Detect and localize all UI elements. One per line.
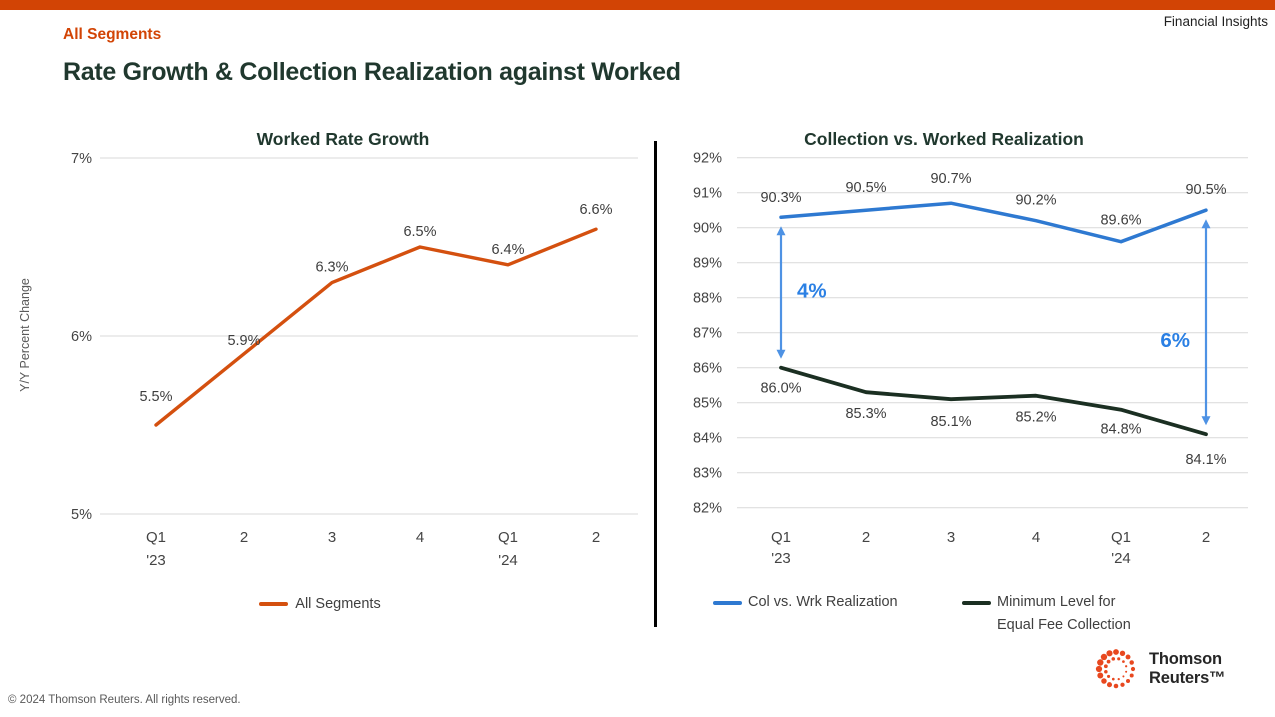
svg-text:85.2%: 85.2% bbox=[1015, 410, 1056, 426]
svg-text:82%: 82% bbox=[693, 501, 722, 517]
svg-text:6.6%: 6.6% bbox=[579, 202, 612, 218]
svg-text:2: 2 bbox=[592, 529, 600, 546]
svg-text:6.4%: 6.4% bbox=[491, 242, 524, 258]
legend-swatch-minimum-level bbox=[962, 601, 991, 605]
svg-text:86.0%: 86.0% bbox=[760, 381, 801, 397]
svg-text:5.5%: 5.5% bbox=[139, 389, 172, 405]
right-chart-title: Collection vs. Worked Realization bbox=[804, 129, 1084, 149]
svg-text:92%: 92% bbox=[693, 151, 722, 167]
svg-text:85%: 85% bbox=[693, 396, 722, 412]
svg-text:6%: 6% bbox=[1160, 329, 1190, 352]
logo-text-line2: Reuters™ bbox=[1149, 669, 1226, 687]
svg-text:'23: '23 bbox=[146, 552, 166, 569]
svg-text:85.1%: 85.1% bbox=[930, 414, 971, 430]
svg-text:87%: 87% bbox=[693, 326, 722, 342]
svg-text:6%: 6% bbox=[71, 329, 92, 345]
svg-text:4%: 4% bbox=[797, 279, 827, 302]
svg-text:86%: 86% bbox=[693, 361, 722, 377]
svg-text:83%: 83% bbox=[693, 466, 722, 482]
legend-label-minimum-level-line2: Equal Fee Collection bbox=[997, 617, 1131, 633]
y-axis-label: Y/Y Percent Change bbox=[18, 278, 32, 392]
legend-swatch-col-vs-wrk bbox=[713, 601, 742, 605]
thomson-reuters-logo-mark bbox=[1095, 649, 1136, 689]
legend-swatch-all-segments bbox=[259, 602, 289, 606]
slide-title: Rate Growth & Collection Realization aga… bbox=[63, 58, 681, 86]
svg-text:4: 4 bbox=[416, 529, 424, 546]
logo-text-line1: Thomson bbox=[1149, 649, 1222, 668]
svg-text:5%: 5% bbox=[71, 507, 92, 523]
svg-text:84%: 84% bbox=[693, 431, 722, 447]
svg-text:6.3%: 6.3% bbox=[315, 260, 348, 276]
svg-text:89.6%: 89.6% bbox=[1100, 213, 1141, 229]
svg-text:88%: 88% bbox=[693, 291, 722, 307]
svg-text:7%: 7% bbox=[71, 151, 92, 167]
brand-label: Financial Insights bbox=[1163, 14, 1268, 29]
svg-text:2: 2 bbox=[1202, 529, 1210, 546]
svg-text:90.5%: 90.5% bbox=[845, 180, 886, 196]
svg-text:90.2%: 90.2% bbox=[1015, 193, 1056, 209]
legend-label-all-segments: All Segments bbox=[295, 596, 381, 612]
svg-text:2: 2 bbox=[240, 529, 248, 546]
svg-text:Q1: Q1 bbox=[771, 529, 791, 546]
svg-text:89%: 89% bbox=[693, 256, 722, 272]
legend-label-col-vs-wrk: Col vs. Wrk Realization bbox=[748, 594, 898, 610]
svg-text:84.1%: 84.1% bbox=[1185, 452, 1226, 468]
legend-item-minimum-level: Minimum Level for Equal Fee Collection bbox=[962, 591, 1131, 637]
svg-text:3: 3 bbox=[947, 529, 955, 546]
svg-text:'24: '24 bbox=[498, 552, 518, 569]
svg-text:84.8%: 84.8% bbox=[1100, 422, 1141, 438]
thomson-reuters-logo-text: Thomson Reuters™ bbox=[1149, 649, 1226, 689]
svg-text:85.3%: 85.3% bbox=[845, 406, 886, 422]
left-chart-legend: All Segments bbox=[62, 595, 578, 613]
svg-text:90%: 90% bbox=[693, 221, 722, 237]
footer-copyright: © 2024 Thomson Reuters. All rights reser… bbox=[8, 694, 241, 706]
svg-text:5.9%: 5.9% bbox=[227, 333, 260, 349]
legend-label-minimum-level: Minimum Level for Equal Fee Collection bbox=[997, 591, 1131, 637]
svg-text:90.7%: 90.7% bbox=[930, 171, 971, 187]
svg-text:'24: '24 bbox=[1111, 550, 1131, 567]
svg-text:3: 3 bbox=[328, 529, 336, 546]
slide-eyebrow: All Segments bbox=[63, 26, 162, 43]
top-accent-bar bbox=[0, 0, 1275, 10]
left-chart-title: Worked Rate Growth bbox=[256, 129, 430, 149]
svg-text:Q1: Q1 bbox=[1111, 529, 1131, 546]
chart-divider bbox=[654, 141, 657, 627]
svg-text:6.5%: 6.5% bbox=[403, 224, 436, 240]
svg-text:Q1: Q1 bbox=[146, 529, 166, 546]
svg-text:'23: '23 bbox=[771, 550, 791, 567]
svg-text:91%: 91% bbox=[693, 186, 722, 202]
thomson-reuters-logo: Thomson Reuters™ bbox=[1093, 646, 1226, 692]
svg-text:4: 4 bbox=[1032, 529, 1040, 546]
legend-label-minimum-level-line1: Minimum Level for bbox=[997, 594, 1116, 610]
svg-text:2: 2 bbox=[862, 529, 870, 546]
legend-item-col-vs-wrk: Col vs. Wrk Realization bbox=[713, 591, 898, 614]
svg-text:90.3%: 90.3% bbox=[760, 190, 801, 206]
svg-text:Q1: Q1 bbox=[498, 529, 518, 546]
svg-text:90.5%: 90.5% bbox=[1185, 182, 1226, 198]
